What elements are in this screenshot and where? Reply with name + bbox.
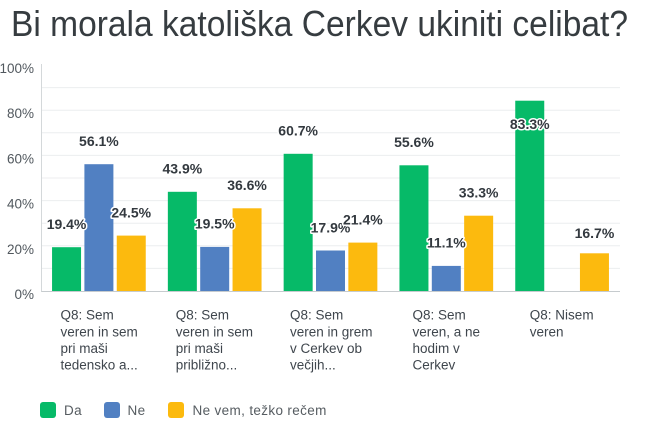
svg-text:tedensko a...: tedensko a... bbox=[61, 358, 138, 373]
svg-text:19.5%: 19.5% bbox=[195, 216, 235, 232]
svg-text:približno...: približno... bbox=[176, 358, 238, 373]
svg-text:Bi morala katoliška Cerkev uki: Bi morala katoliška Cerkev ukiniti celib… bbox=[11, 3, 628, 44]
svg-text:19.4%: 19.4% bbox=[47, 216, 87, 232]
svg-text:33.3%: 33.3% bbox=[459, 185, 499, 201]
svg-text:43.9%: 43.9% bbox=[162, 161, 202, 177]
svg-text:60%: 60% bbox=[7, 151, 34, 166]
svg-text:80%: 80% bbox=[7, 106, 34, 121]
svg-text:Ne: Ne bbox=[128, 403, 146, 418]
svg-text:55.6%: 55.6% bbox=[394, 134, 434, 150]
svg-text:Q8: Sem: Q8: Sem bbox=[413, 308, 466, 323]
svg-text:v Cerkev ob: v Cerkev ob bbox=[290, 341, 362, 356]
svg-text:17.9%: 17.9% bbox=[311, 219, 351, 235]
svg-text:21.4%: 21.4% bbox=[343, 211, 383, 227]
svg-text:24.5%: 24.5% bbox=[111, 204, 151, 220]
svg-text:pri maši: pri maši bbox=[61, 341, 108, 356]
svg-text:veren, a ne: veren, a ne bbox=[413, 324, 481, 339]
svg-text:večjih...: večjih... bbox=[290, 358, 336, 373]
svg-text:pri maši: pri maši bbox=[176, 341, 223, 356]
svg-text:56.1%: 56.1% bbox=[79, 133, 119, 149]
svg-text:20%: 20% bbox=[7, 242, 34, 257]
svg-text:veren: veren bbox=[530, 324, 564, 339]
svg-text:60.7%: 60.7% bbox=[278, 123, 318, 139]
svg-text:Q8: Sem: Q8: Sem bbox=[176, 308, 229, 323]
svg-text:veren in sem: veren in sem bbox=[176, 324, 253, 339]
svg-text:40%: 40% bbox=[7, 197, 34, 212]
svg-text:hodim v: hodim v bbox=[413, 341, 461, 356]
svg-text:0%: 0% bbox=[14, 287, 34, 302]
svg-text:36.6%: 36.6% bbox=[227, 177, 267, 193]
svg-text:Q8: Sem: Q8: Sem bbox=[290, 308, 343, 323]
svg-text:Cerkev: Cerkev bbox=[413, 358, 456, 373]
svg-text:veren in sem: veren in sem bbox=[61, 324, 138, 339]
svg-text:Ne vem, težko rečem: Ne vem, težko rečem bbox=[193, 403, 327, 418]
svg-text:Q8: Sem: Q8: Sem bbox=[61, 308, 114, 323]
svg-text:83.3%: 83.3% bbox=[510, 116, 550, 132]
svg-text:16.7%: 16.7% bbox=[575, 225, 615, 241]
svg-text:100%: 100% bbox=[0, 61, 34, 76]
svg-text:veren in grem: veren in grem bbox=[290, 324, 373, 339]
svg-text:11.1%: 11.1% bbox=[427, 235, 466, 251]
svg-text:Da: Da bbox=[64, 403, 82, 418]
svg-text:Q8: Nisem: Q8: Nisem bbox=[530, 308, 594, 323]
